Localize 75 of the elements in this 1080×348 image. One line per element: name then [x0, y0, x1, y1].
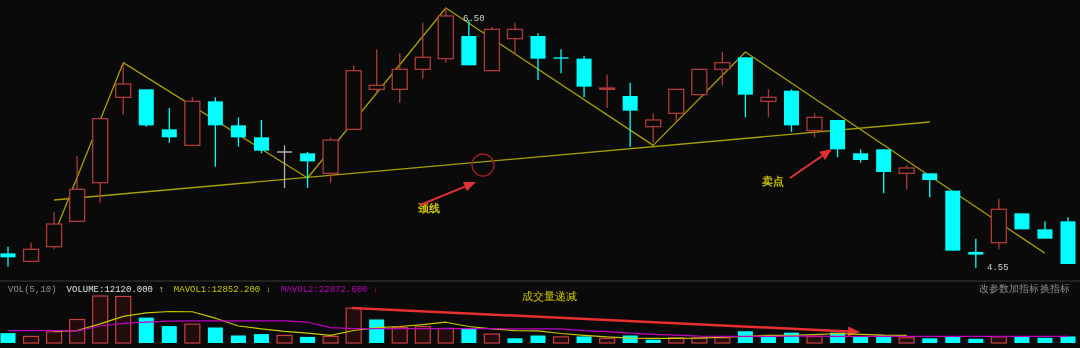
- candlestick: [530, 32, 546, 81]
- bar: [507, 338, 523, 343]
- text: 加指标: [1009, 283, 1039, 294]
- candlestick: [45, 211, 63, 250]
- candlestick: [598, 74, 616, 109]
- annotation: 颈线: [417, 202, 440, 215]
- annotation: 4.55: [987, 263, 1009, 273]
- bar: [161, 326, 177, 343]
- candlestick: [876, 148, 892, 194]
- bar: [922, 338, 938, 343]
- bar: [230, 335, 246, 343]
- annotation: 成交量递减: [522, 290, 577, 303]
- candlestick: [922, 172, 938, 198]
- candlestick: [0, 246, 16, 268]
- bar: [391, 326, 408, 344]
- candlestick: [300, 151, 316, 189]
- candlestick: [898, 164, 915, 190]
- annotation: 6.50: [463, 14, 485, 24]
- candlestick: [368, 48, 385, 96]
- bar: [599, 337, 616, 344]
- bar: [369, 319, 385, 343]
- candlestick: [115, 62, 132, 116]
- bar: [69, 318, 86, 344]
- bar: [92, 295, 109, 344]
- text: 换指标: [1040, 283, 1070, 294]
- bar: [576, 336, 592, 343]
- bar: [760, 336, 776, 343]
- candlestick: [968, 238, 984, 269]
- bar: [437, 327, 454, 344]
- candlestick: [161, 107, 177, 144]
- candlestick: [645, 112, 662, 144]
- text: MAVOL2:22872.600 ↓: [281, 285, 379, 295]
- bar: [253, 334, 269, 343]
- bar: [45, 331, 63, 344]
- candlestick: [22, 242, 40, 262]
- bar: [645, 339, 661, 343]
- bar: [207, 327, 223, 343]
- bar: [737, 331, 753, 343]
- candlestick: [207, 96, 223, 168]
- candlestick: [391, 52, 408, 104]
- candlestick: [414, 22, 431, 80]
- bar: [483, 333, 501, 344]
- bar: [1037, 337, 1053, 343]
- candlestick: [714, 51, 731, 86]
- candlestick: [668, 88, 685, 124]
- candlestick: [230, 116, 246, 148]
- bar: [0, 333, 16, 343]
- candlestick: [622, 82, 638, 148]
- series-label: MAVOL1:12852.200 ↓: [173, 285, 272, 295]
- bar: [276, 334, 293, 344]
- bar: [714, 337, 731, 344]
- candlestick: [553, 48, 569, 74]
- text: 改参数: [979, 283, 1009, 294]
- candlestick: [276, 144, 293, 189]
- bar: [461, 328, 477, 343]
- candlestick: [253, 119, 269, 154]
- bar: [138, 317, 154, 343]
- bar: [1060, 336, 1076, 343]
- bar: [300, 336, 316, 343]
- bar: [22, 335, 40, 344]
- bar: [184, 323, 201, 344]
- bar: [968, 338, 984, 343]
- bar: [990, 336, 1007, 344]
- bar: [552, 336, 570, 344]
- bar: [898, 337, 915, 344]
- bar: [345, 307, 362, 344]
- legend-title: VOL(5,10): [8, 285, 57, 295]
- candlestick: [806, 112, 823, 138]
- series-label: VOLUME:12120.000 ↑: [66, 285, 164, 295]
- candlestick: [506, 22, 524, 56]
- annotation: 卖点: [762, 175, 784, 188]
- bar: [115, 295, 132, 344]
- candlestick: [760, 88, 777, 118]
- bar: [322, 335, 339, 344]
- bar: [530, 335, 546, 343]
